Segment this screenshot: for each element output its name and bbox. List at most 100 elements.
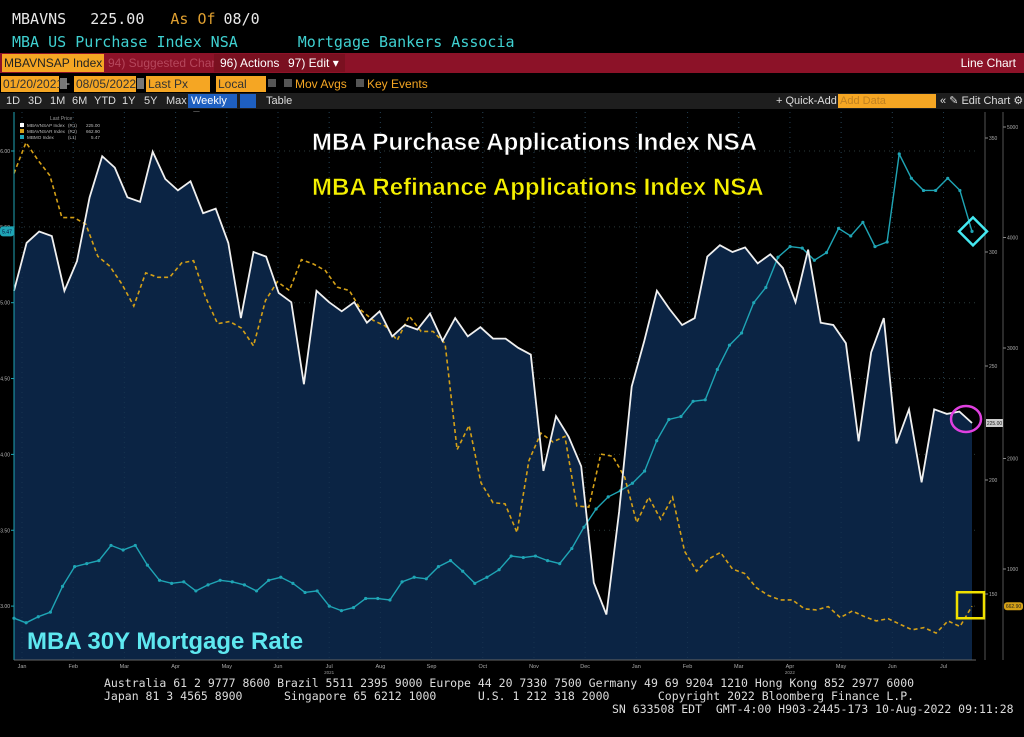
x-axis-tick-label: Oct [478, 664, 487, 670]
purchase-line [13, 149, 973, 615]
range-1d[interactable]: 1D [6, 95, 21, 107]
rate-point [133, 543, 137, 548]
left-axis-tick-label: 5.00 [0, 301, 10, 307]
range-max[interactable]: Max [166, 95, 187, 107]
rate-point [36, 615, 40, 619]
rate-point [691, 399, 695, 403]
rate-point [861, 220, 865, 224]
right-axis-2-tick-label: 4000 [1007, 236, 1018, 242]
quick-add-button[interactable]: + Quick-Add ▾ [776, 95, 846, 107]
rate-point [606, 495, 610, 499]
rate-point [752, 301, 756, 305]
ticker: MBAVNS [12, 10, 67, 28]
range-5y[interactable]: 5Y [144, 95, 158, 107]
right-axis-2-current-value: 662.90 [1006, 604, 1022, 610]
rate-point [206, 583, 210, 587]
rate-point [667, 417, 671, 422]
footer-line-2: Japan 81 3 4565 8900 Singapore 65 6212 1… [104, 689, 915, 703]
currency-dropdown-icon[interactable] [268, 79, 276, 87]
x-axis-tick-label: Jan [632, 664, 641, 670]
rate-point [921, 188, 926, 193]
rate-point [885, 240, 889, 244]
security-field[interactable]: MBAVNSAP Index [2, 54, 104, 72]
left-axis-current-value: 5.47 [2, 229, 12, 235]
rate-point [934, 188, 938, 193]
line-chart: 6.005.505.004.504.003.503.005.4735030025… [0, 112, 1023, 675]
suggested-charts-button[interactable]: 94) Suggested Charts [108, 56, 225, 70]
end-date-input[interactable]: 08/05/2022 [74, 76, 137, 92]
edit-chart-button[interactable]: « ✎ Edit Chart ⚙ [940, 95, 1024, 107]
x-axis-tick-label: Jun [888, 664, 897, 670]
rate-point [594, 507, 598, 511]
key-events-checkbox[interactable] [356, 79, 364, 87]
x-axis-tick-label: Jan [18, 664, 27, 670]
chart-subtitle: MBA Refinance Applications Index NSA [312, 174, 764, 201]
rate-point [824, 251, 829, 255]
edit-menu[interactable]: 97) Edit ▾ [282, 54, 345, 72]
rate-point [448, 558, 453, 563]
settings-bar: 01/20/2021 - 08/05/2022 Last Px Local CC… [0, 75, 1024, 107]
frequency-select[interactable]: Weekly ▼ [188, 94, 237, 121]
x-axis-tick-label: May [836, 664, 847, 670]
rate-point [182, 580, 186, 584]
right-axis-1-tick-label: 200 [989, 478, 998, 484]
rate-point [121, 548, 125, 552]
source: Mortgage Bankers Associa [297, 33, 515, 51]
x-axis-tick-label: Aug [375, 664, 385, 670]
rate-line [13, 151, 973, 624]
rate-point [145, 563, 149, 567]
rate-point [424, 577, 428, 581]
legend-swatch [20, 129, 24, 133]
field-select[interactable]: Last Px [146, 76, 210, 92]
rate-point [73, 565, 77, 569]
range-ytd[interactable]: YTD [94, 95, 116, 107]
rate-point [521, 555, 525, 560]
range-1y[interactable]: 1Y [122, 95, 136, 107]
legend-swatch [20, 135, 24, 139]
rate-point [157, 578, 162, 582]
add-data-input[interactable]: Add Data [838, 94, 936, 108]
calendar-icon[interactable] [60, 78, 67, 89]
purchase-highlight-circle [949, 404, 983, 434]
range-1m[interactable]: 1M [50, 95, 66, 107]
rate-point [461, 569, 465, 573]
right-axis-2-tick-label: 2000 [1007, 457, 1018, 463]
rate-point [715, 367, 719, 372]
rate-point [679, 414, 683, 419]
legend-last-value: 5.47 [91, 135, 100, 140]
table-button[interactable]: Table [266, 95, 293, 107]
rate-point [946, 176, 950, 180]
line-chart-icon[interactable] [240, 94, 256, 108]
right-axis-2-tick-label: 1000 [1007, 567, 1018, 573]
rate-point [242, 583, 247, 587]
rate-point [739, 331, 744, 335]
rate-point [764, 285, 768, 290]
rate-point [545, 558, 550, 563]
range-6m[interactable]: 6M [72, 95, 88, 107]
footer: Australia 61 2 9777 8600 Brazil 5511 239… [0, 676, 1024, 732]
range-3d[interactable]: 3D [28, 95, 43, 107]
left-axis-tick-label: 6.00 [0, 149, 10, 155]
mov-avgs-checkbox[interactable] [284, 79, 292, 87]
calendar-icon[interactable] [137, 78, 144, 89]
rate-point [388, 598, 392, 602]
actions-menu[interactable]: 96) Actions ▾ [214, 54, 295, 72]
start-date-input[interactable]: 01/20/2021 [1, 76, 64, 92]
legend-axis: (R1) [68, 123, 77, 128]
rate-point [533, 554, 538, 558]
rate-point [60, 584, 65, 588]
date-separator: - [66, 76, 70, 90]
currency-select[interactable]: Local CCY [216, 76, 266, 107]
x-axis-tick-label: Mar [120, 664, 130, 670]
rate-point [254, 589, 259, 593]
rate-point [194, 589, 198, 593]
legend-last-value: 225.00 [86, 123, 100, 128]
right-axis-1-tick-label: 250 [989, 364, 998, 370]
x-axis-tick-label: Dec [580, 664, 590, 670]
x-axis-tick-label: Jun [274, 664, 283, 670]
mov-avgs-label[interactable]: Mov Avgs [295, 77, 347, 91]
rate-point [570, 546, 574, 551]
rate-point [655, 439, 659, 443]
key-events-label[interactable]: Key Events [367, 77, 428, 91]
range-bar: 1D 3D 1M 6M YTD 1Y 5Y Max Weekly ▼ Table… [0, 93, 1024, 121]
